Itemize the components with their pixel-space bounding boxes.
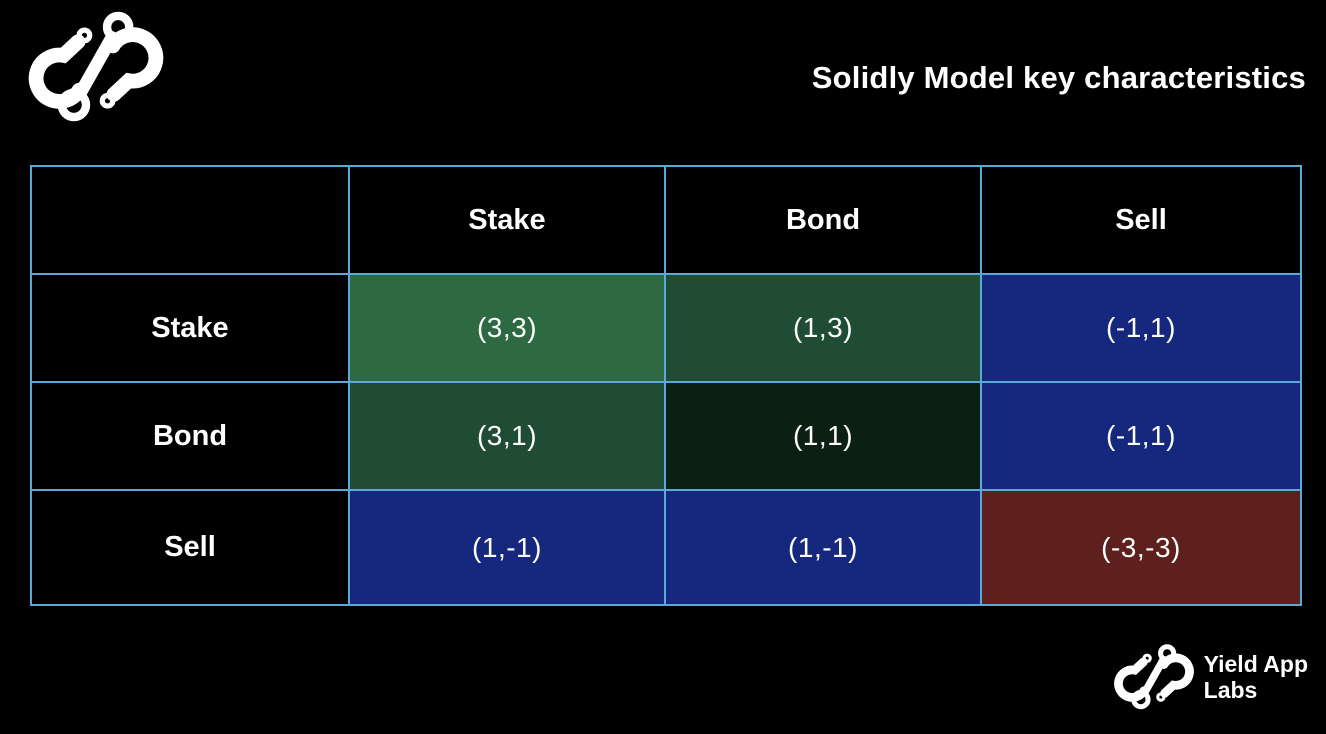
payoff-cell-bond-bond: (1,1) — [664, 381, 982, 491]
payoff-cell-bond-stake: (3,1) — [348, 381, 666, 491]
payoff-cell-stake-sell: (-1,1) — [980, 273, 1302, 383]
row-header-stake: Stake — [30, 273, 350, 383]
payoff-cell-bond-sell: (-1,1) — [980, 381, 1302, 491]
brand-wordmark: Yield App Labs — [1204, 651, 1308, 703]
payoff-matrix-table: Stake Bond Sell Stake (3,3) (1,3) (-1,1)… — [30, 165, 1302, 606]
table-row-bond: Bond (3,1) (1,1) (-1,1) — [30, 381, 1302, 491]
brand-wordmark-line1: Yield App — [1203, 651, 1308, 677]
payoff-cell-sell-stake: (1,-1) — [348, 489, 666, 606]
row-header-sell: Sell — [30, 489, 350, 606]
table-row-sell: Sell (1,-1) (1,-1) (-3,-3) — [30, 489, 1302, 606]
table-header-row: Stake Bond Sell — [30, 165, 1302, 275]
yield-app-labs-logo-icon — [1112, 642, 1196, 712]
table-row-stake: Stake (3,3) (1,3) (-1,1) — [30, 273, 1302, 383]
payoff-cell-sell-bond: (1,-1) — [664, 489, 982, 606]
payoff-cell-stake-stake: (3,3) — [348, 273, 666, 383]
payoff-cell-stake-bond: (1,3) — [664, 273, 982, 383]
brand-wordmark-line2: Labs — [1203, 677, 1258, 703]
corner-cell — [30, 165, 350, 275]
column-header-sell: Sell — [980, 165, 1302, 275]
row-header-bond: Bond — [30, 381, 350, 491]
column-header-stake: Stake — [348, 165, 666, 275]
payoff-cell-sell-sell: (-3,-3) — [980, 489, 1302, 606]
page-title: Solidly Model key characteristics — [811, 60, 1306, 95]
yield-app-labs-logo-icon — [26, 8, 166, 126]
column-header-bond: Bond — [664, 165, 982, 275]
footer-brand: Yield App Labs — [1112, 642, 1308, 712]
